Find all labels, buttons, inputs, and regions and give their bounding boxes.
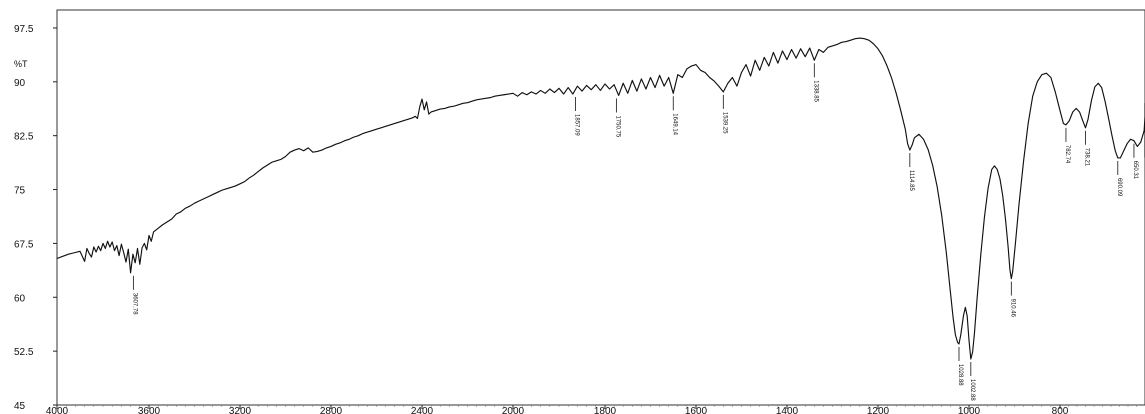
- x-axis-tick-label: 2000: [502, 406, 525, 414]
- peak-label: 1649.14: [671, 113, 677, 135]
- y-axis-tick-label: 52.5: [14, 347, 34, 358]
- y-axis-tick-label: 75: [14, 186, 26, 197]
- y-axis-tick-label: 45: [14, 401, 26, 412]
- peak-label: 650.31: [1132, 161, 1138, 180]
- peak-label: 690.09: [1116, 178, 1122, 197]
- peak-label: 782.74: [1064, 145, 1070, 164]
- y-axis-tick-label: 90: [14, 78, 26, 89]
- peak-label: 1002.88: [969, 379, 975, 401]
- x-axis-tick-label: 2800: [320, 406, 343, 414]
- peak-label: 1750.75: [614, 115, 620, 137]
- x-axis-tick-label: 1200: [867, 406, 890, 414]
- peak-label: 1539.25: [721, 112, 727, 134]
- x-axis-tick-label: 2400: [411, 406, 434, 414]
- peak-label: 738.21: [1084, 148, 1090, 167]
- peak-labels: 3607.78 1857.09 1750.75 1649.14 1539.25 1338.…: [131, 63, 1138, 401]
- spectrum-line: [56, 37, 1145, 360]
- x-axis-tick-label: 3600: [138, 406, 161, 414]
- x-axis-tick-label: 3200: [229, 406, 252, 414]
- peak-label: 1857.09: [574, 114, 580, 136]
- peak-label: 1338.85: [812, 80, 818, 102]
- y-axis-tick-label: 82.5: [14, 132, 34, 143]
- y-axis-tick-label: 97.5: [14, 24, 34, 35]
- plot-frame: [56, 9, 1145, 406]
- x-axis-tick-label: 1400: [776, 406, 799, 414]
- peak-label: 1114.85: [908, 170, 914, 191]
- x-axis-tick-label: 1800: [594, 406, 617, 414]
- x-axis-tick-label: 800: [1052, 406, 1069, 414]
- x-axis-tick-label: 1600: [685, 406, 708, 414]
- x-axis-tick-label: 4000: [46, 406, 69, 414]
- axes: 45 52.5 60 67.5 75 82.5 90 97.5 4000 3600 3200 2800…: [14, 9, 1145, 414]
- peak-label: 1028.88: [957, 364, 963, 386]
- y-axis-tick-label: 60: [14, 293, 26, 304]
- peak-label: 910.46: [1009, 299, 1015, 318]
- peak-label: 3607.78: [131, 293, 137, 315]
- x-axis-tick-label: 1000: [958, 406, 981, 414]
- y-axis-unit-label: %T: [14, 59, 28, 69]
- y-axis-tick-label: 67.5: [14, 239, 34, 250]
- spectrum-series: [56, 37, 1145, 360]
